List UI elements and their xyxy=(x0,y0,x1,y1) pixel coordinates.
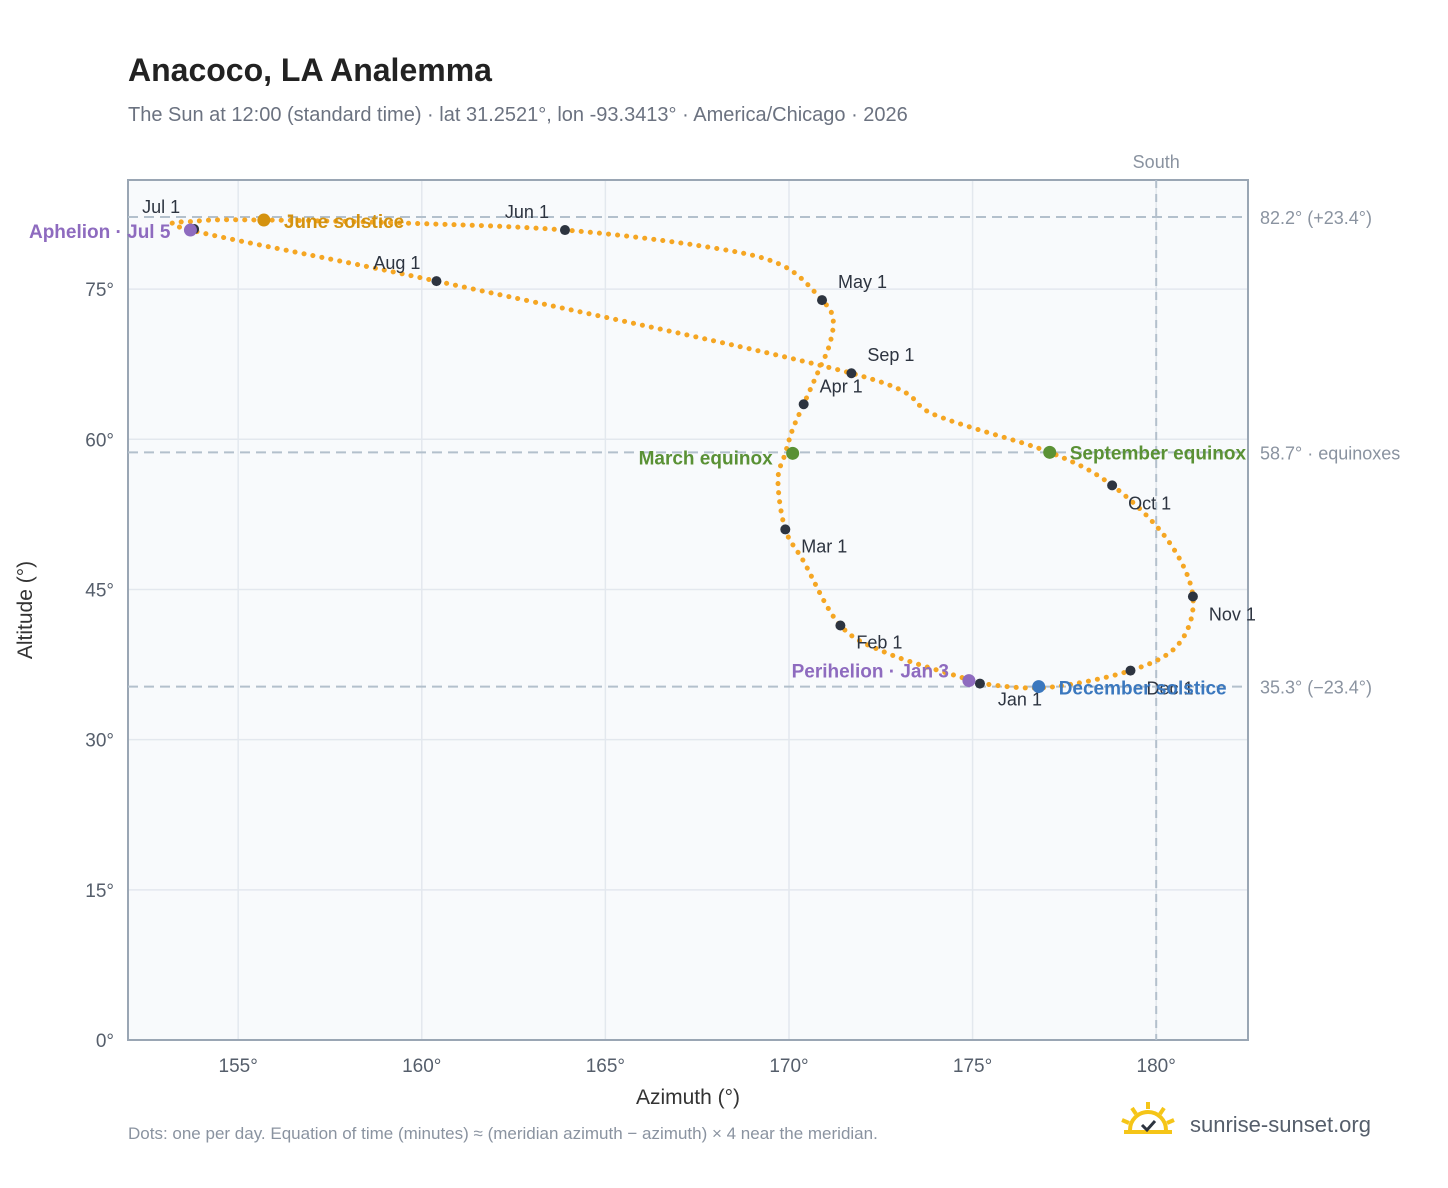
month-label: Aug 1 xyxy=(373,253,420,273)
y-tick-label: 30° xyxy=(85,731,114,752)
x-tick-label: 170° xyxy=(769,1056,808,1077)
x-tick-label: 155° xyxy=(219,1056,258,1077)
month-label: Sep 1 xyxy=(867,345,914,365)
month-marker xyxy=(817,295,828,306)
month-label: Oct 1 xyxy=(1128,493,1171,513)
sun-logo-icon xyxy=(1121,1102,1175,1134)
month-label: Jan 1 xyxy=(998,690,1042,710)
month-marker xyxy=(974,678,985,689)
month-marker xyxy=(846,368,857,379)
y-tick-label: 75° xyxy=(85,280,114,301)
x-axis-label: Azimuth (°) xyxy=(636,1086,740,1109)
analemma-daily-dots xyxy=(169,217,1196,691)
month-label: Apr 1 xyxy=(820,376,863,396)
event-label: June solstice xyxy=(284,212,404,233)
event-marker xyxy=(1032,680,1046,694)
x-tick-label: 165° xyxy=(586,1056,625,1077)
brand-logo[interactable]: sunrise-sunset.org xyxy=(1120,1100,1390,1150)
event-marker xyxy=(183,223,197,237)
month-label: May 1 xyxy=(838,272,887,292)
event-marker xyxy=(962,674,976,688)
month-label: Jul 1 xyxy=(142,197,180,217)
reference-line-label: 82.2° (+23.4°) xyxy=(1260,208,1372,228)
x-tick-label: 175° xyxy=(953,1056,992,1077)
event-label: March equinox xyxy=(639,448,774,469)
month-label: Dec 1 xyxy=(1146,679,1193,699)
y-tick-label: 15° xyxy=(85,881,114,902)
reference-line-label: 58.7° · equinoxes xyxy=(1260,443,1400,463)
month-marker xyxy=(559,225,570,236)
meridian-label: South xyxy=(1133,152,1180,172)
month-marker xyxy=(431,276,442,287)
y-tick-label: 60° xyxy=(85,430,114,451)
month-label: Nov 1 xyxy=(1209,604,1256,624)
plot-frame xyxy=(127,179,1249,1041)
month-label: Jun 1 xyxy=(505,202,549,222)
y-tick-label: 0° xyxy=(96,1031,114,1052)
month-marker xyxy=(798,399,809,410)
event-label: Aphelion · Jul 5 xyxy=(29,222,171,243)
event-marker xyxy=(257,213,271,227)
month-label: Feb 1 xyxy=(856,633,902,653)
chart-title: Anacoco, LA Analemma xyxy=(128,52,492,88)
x-tick-label: 160° xyxy=(402,1056,441,1077)
plot-area xyxy=(128,180,1248,1040)
month-marker xyxy=(1107,480,1118,491)
month-marker xyxy=(780,524,791,535)
month-marker xyxy=(835,620,846,631)
footnote: Dots: one per day. Equation of time (min… xyxy=(128,1124,878,1143)
event-marker xyxy=(786,446,800,460)
month-label: Mar 1 xyxy=(801,536,847,556)
event-marker xyxy=(1043,445,1057,459)
brand-name: sunrise-sunset.org xyxy=(1190,1112,1371,1137)
y-tick-label: 45° xyxy=(85,580,114,601)
chart-subtitle: The Sun at 12:00 (standard time) · lat 3… xyxy=(128,104,908,126)
reference-line-label: 35.3° (−23.4°) xyxy=(1260,678,1372,698)
event-label: September equinox xyxy=(1070,443,1247,464)
event-label: December solstice xyxy=(1059,679,1227,700)
month-marker xyxy=(1125,665,1136,676)
x-tick-label: 180° xyxy=(1137,1056,1176,1077)
month-marker xyxy=(1187,591,1198,602)
event-label: Perihelion · Jan 3 xyxy=(792,662,949,683)
y-axis-label: Altitude (°) xyxy=(14,561,37,659)
